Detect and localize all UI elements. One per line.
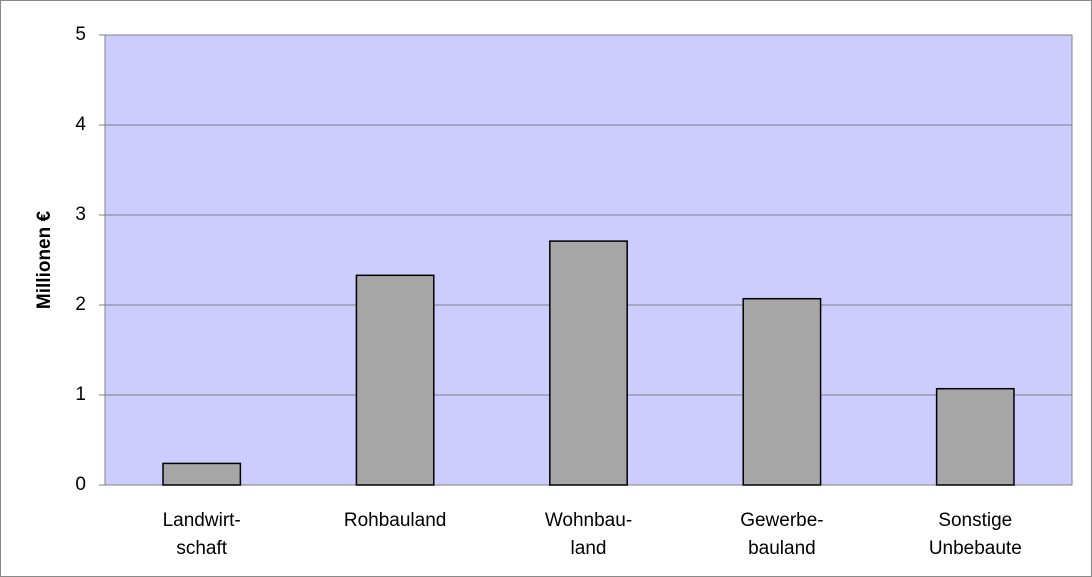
y-tick-label: 2 bbox=[75, 294, 86, 315]
bar bbox=[355, 274, 435, 486]
x-tick-label: bauland bbox=[748, 538, 816, 559]
x-tick-label: Unbebaute bbox=[929, 538, 1022, 559]
bar bbox=[549, 240, 628, 486]
x-tick-label: land bbox=[571, 538, 607, 559]
y-tick-label: 5 bbox=[75, 24, 86, 45]
y-tick-label: 1 bbox=[75, 384, 86, 405]
bar bbox=[162, 462, 242, 486]
x-tick-label: Wohnbau- bbox=[545, 510, 632, 531]
y-tick-label: 4 bbox=[75, 114, 86, 135]
x-tick-label: Sonstige bbox=[938, 510, 1012, 531]
x-tick-label: Rohbauland bbox=[344, 510, 446, 531]
bar bbox=[935, 387, 1015, 486]
y-tick-label: 0 bbox=[75, 474, 86, 495]
x-tick-label: schaft bbox=[176, 538, 227, 559]
x-tick-label: Gewerbe- bbox=[740, 510, 823, 531]
y-axis-label: Millionen € bbox=[34, 210, 55, 309]
bar bbox=[742, 297, 822, 486]
y-tick-label: 3 bbox=[75, 204, 86, 225]
x-tick-label: Landwirt- bbox=[163, 510, 241, 531]
